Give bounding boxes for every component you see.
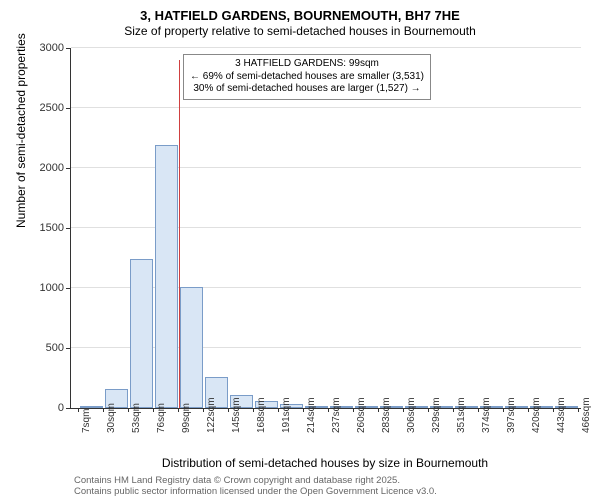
- y-tick-label: 500: [24, 342, 64, 354]
- x-tick-label: 168sqm: [256, 397, 267, 433]
- x-tick-mark: [153, 408, 154, 412]
- grid-line: [71, 167, 581, 168]
- y-tick-label: 3000: [24, 42, 64, 54]
- annotation-line-2: ← 69% of semi-detached houses are smalle…: [190, 71, 424, 84]
- x-tick-label: 53sqm: [131, 403, 142, 433]
- grid-line: [71, 47, 581, 48]
- chart-container: 3, HATFIELD GARDENS, BOURNEMOUTH, BH7 7H…: [0, 0, 600, 500]
- x-tick-mark: [178, 408, 179, 412]
- histogram-bar: [180, 287, 203, 408]
- x-tick-label: 374sqm: [481, 397, 492, 433]
- chart-title-main: 3, HATFIELD GARDENS, BOURNEMOUTH, BH7 7H…: [0, 8, 600, 23]
- x-tick-label: 145sqm: [231, 397, 242, 433]
- y-tick-mark: [66, 408, 70, 409]
- grid-line: [71, 227, 581, 228]
- x-tick-label: 214sqm: [306, 397, 317, 433]
- x-tick-label: 122sqm: [206, 397, 217, 433]
- y-tick-label: 1000: [24, 282, 64, 294]
- x-tick-mark: [103, 408, 104, 412]
- x-tick-mark: [78, 408, 79, 412]
- x-tick-mark: [478, 408, 479, 412]
- x-tick-label: 260sqm: [356, 397, 367, 433]
- x-tick-mark: [228, 408, 229, 412]
- x-tick-label: 466sqm: [581, 397, 592, 433]
- annotation-box: 3 HATFIELD GARDENS: 99sqm ← 69% of semi-…: [183, 54, 431, 100]
- x-tick-mark: [528, 408, 529, 412]
- y-tick-mark: [66, 108, 70, 109]
- x-tick-mark: [403, 408, 404, 412]
- x-tick-label: 99sqm: [181, 403, 192, 433]
- x-tick-label: 237sqm: [331, 397, 342, 433]
- footer-line-2: Contains public sector information licen…: [74, 486, 437, 497]
- x-tick-mark: [378, 408, 379, 412]
- x-tick-mark: [553, 408, 554, 412]
- histogram-bar: [130, 259, 153, 408]
- x-tick-label: 7sqm: [81, 409, 92, 433]
- y-tick-label: 1500: [24, 222, 64, 234]
- x-tick-mark: [203, 408, 204, 412]
- grid-line: [71, 107, 581, 108]
- chart-title-sub: Size of property relative to semi-detach…: [0, 24, 600, 38]
- annotation-line-3: 30% of semi-detached houses are larger (…: [190, 83, 424, 96]
- x-tick-label: 76sqm: [156, 403, 167, 433]
- x-tick-mark: [353, 408, 354, 412]
- x-tick-label: 397sqm: [506, 397, 517, 433]
- x-tick-label: 443sqm: [556, 397, 567, 433]
- y-tick-mark: [66, 288, 70, 289]
- x-tick-label: 191sqm: [281, 397, 292, 433]
- annotation-line-1: 3 HATFIELD GARDENS: 99sqm: [190, 58, 424, 71]
- x-tick-label: 329sqm: [431, 397, 442, 433]
- x-tick-mark: [428, 408, 429, 412]
- y-tick-label: 2500: [24, 102, 64, 114]
- x-tick-mark: [328, 408, 329, 412]
- y-tick-label: 0: [24, 402, 64, 414]
- x-tick-mark: [253, 408, 254, 412]
- x-tick-mark: [578, 408, 579, 412]
- x-tick-label: 30sqm: [106, 403, 117, 433]
- x-tick-mark: [303, 408, 304, 412]
- y-tick-mark: [66, 168, 70, 169]
- x-tick-label: 420sqm: [531, 397, 542, 433]
- y-axis-label: Number of semi-detached properties: [14, 33, 28, 228]
- y-tick-mark: [66, 348, 70, 349]
- x-tick-label: 306sqm: [406, 397, 417, 433]
- property-marker-line: [179, 60, 180, 408]
- histogram-bar: [155, 145, 178, 408]
- x-tick-mark: [453, 408, 454, 412]
- x-axis-label: Distribution of semi-detached houses by …: [70, 456, 580, 470]
- x-tick-mark: [503, 408, 504, 412]
- x-tick-label: 283sqm: [381, 397, 392, 433]
- footer-line-1: Contains HM Land Registry data © Crown c…: [74, 475, 400, 486]
- plot-area: 3 HATFIELD GARDENS: 99sqm ← 69% of semi-…: [70, 48, 581, 409]
- y-tick-label: 2000: [24, 162, 64, 174]
- x-tick-mark: [278, 408, 279, 412]
- x-tick-mark: [128, 408, 129, 412]
- x-tick-label: 351sqm: [456, 397, 467, 433]
- y-tick-mark: [66, 48, 70, 49]
- y-tick-mark: [66, 228, 70, 229]
